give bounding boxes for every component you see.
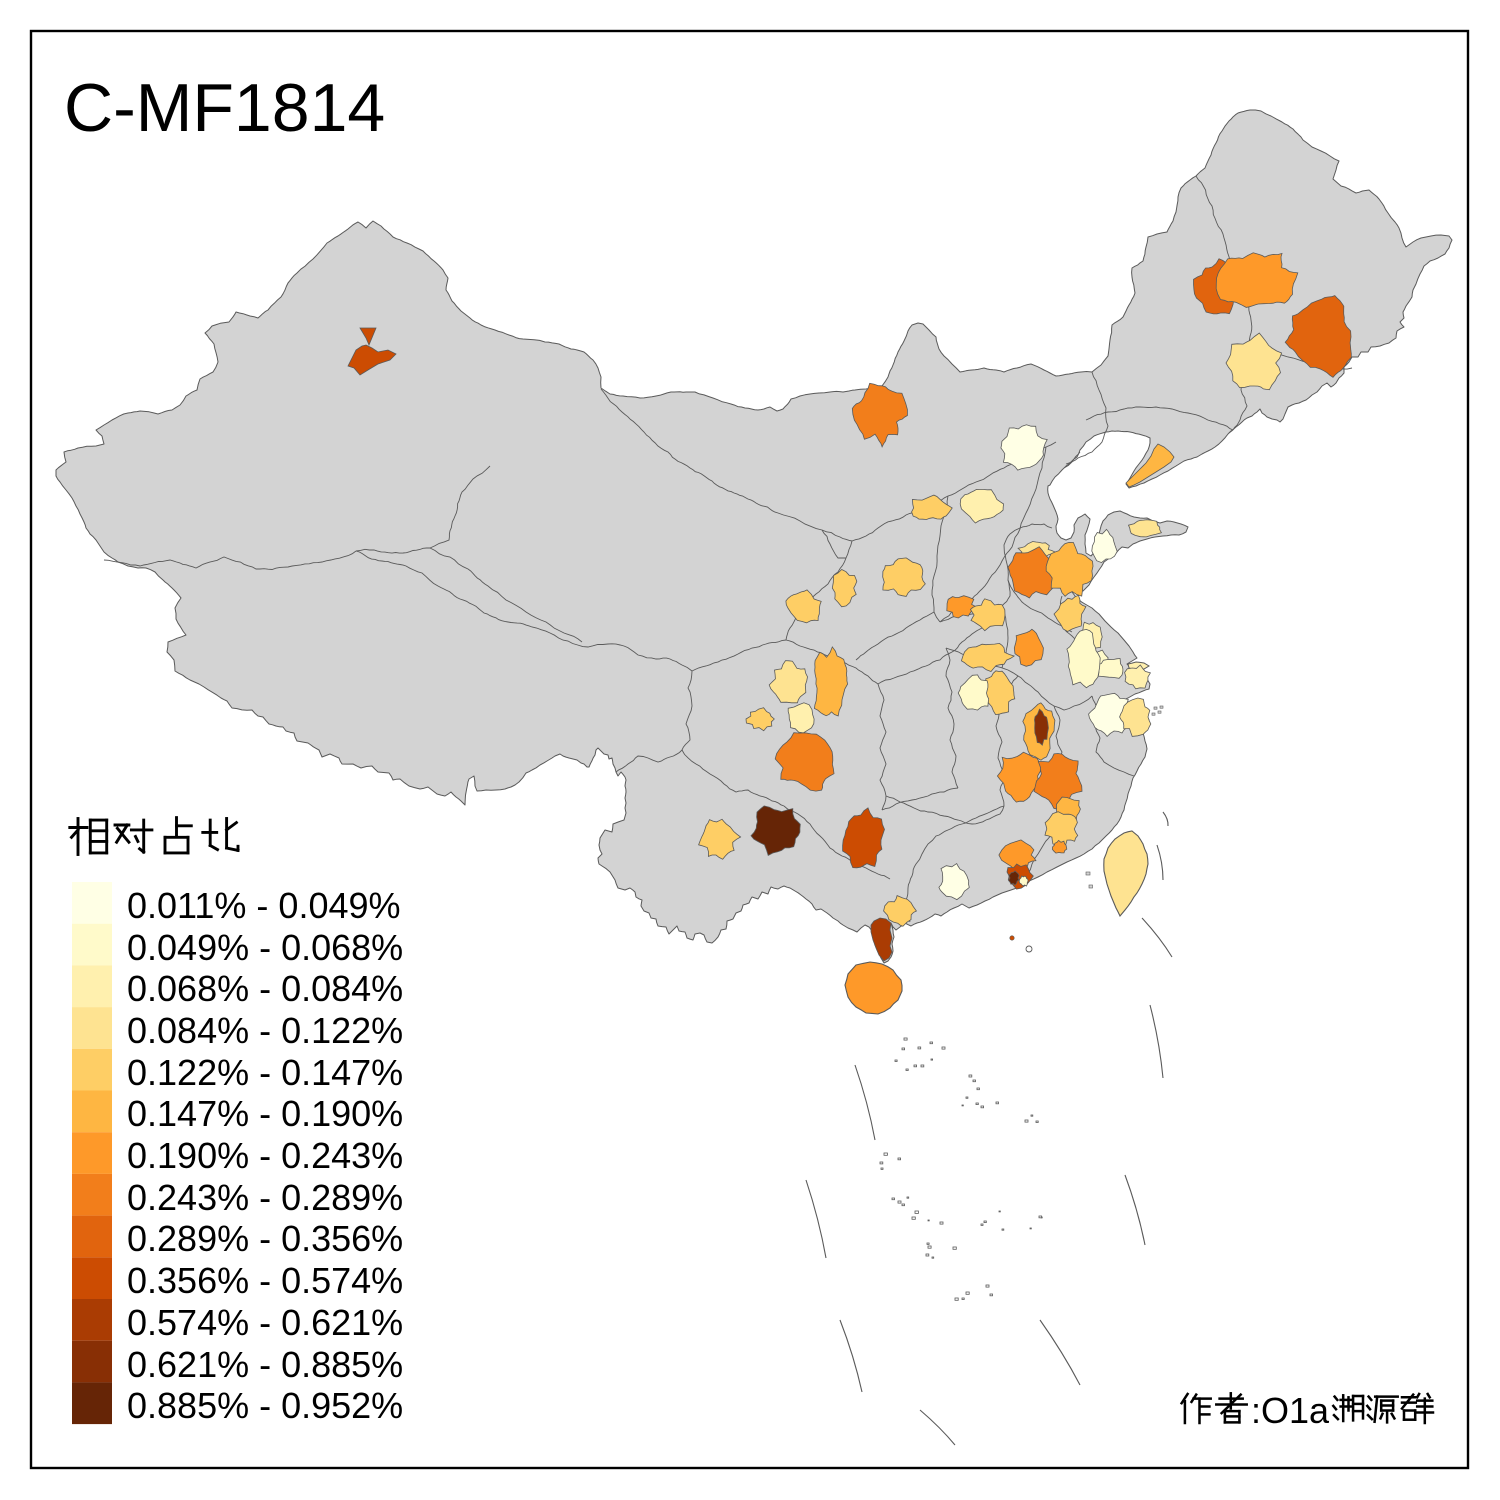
svg-text::O1a: :O1a	[1251, 1390, 1330, 1431]
